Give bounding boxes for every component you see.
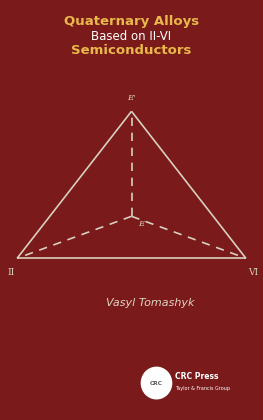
Ellipse shape <box>141 367 171 399</box>
Text: E: E <box>138 220 144 228</box>
Text: CRC Press: CRC Press <box>175 372 218 381</box>
Text: Vasyl Tomashyk: Vasyl Tomashyk <box>106 298 194 308</box>
Text: Quaternary Alloys: Quaternary Alloys <box>64 15 199 28</box>
Text: VI: VI <box>249 268 259 276</box>
Text: CRC: CRC <box>150 381 163 386</box>
Text: Semiconductors: Semiconductors <box>71 44 192 57</box>
Text: II: II <box>7 268 14 276</box>
Text: Based on II-VI: Based on II-VI <box>92 30 171 43</box>
Text: E': E' <box>127 94 136 102</box>
Text: Taylor & Francis Group: Taylor & Francis Group <box>175 386 230 391</box>
